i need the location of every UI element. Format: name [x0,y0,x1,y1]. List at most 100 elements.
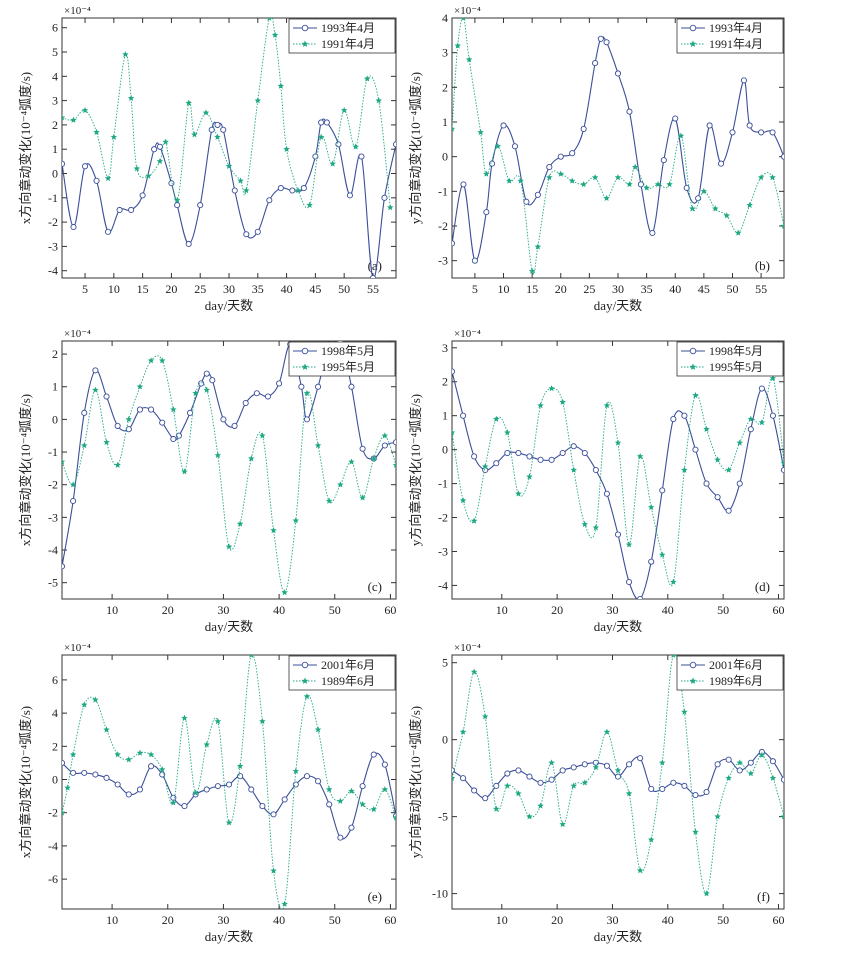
data-point-circle [392,439,396,446]
data-point-star [548,759,555,766]
data-point-star [248,455,255,462]
data-point-circle [303,773,310,780]
data-point-star [93,128,100,135]
data-point-star [647,503,655,511]
data-point-circle [70,769,77,776]
data-point-star [92,696,99,703]
data-point-circle [209,377,216,384]
y-tick-label: 5 [52,45,58,59]
data-point-circle [303,416,310,423]
data-point-star [270,527,277,534]
data-point-star [69,481,77,488]
y-tick-label: -2 [48,806,58,820]
data-point-star [103,726,110,733]
data-point-star [515,790,522,797]
y-tick-label: -4 [48,543,58,557]
data-point-star [281,900,288,907]
data-point-circle [746,122,753,129]
data-point-circle [460,412,467,419]
data-point-star [340,106,348,114]
y-tick-label: -5 [48,576,58,590]
data-point-circle [614,773,622,780]
data-point-circle [214,121,221,128]
data-point-star [337,481,344,488]
data-point-star [243,187,250,194]
data-point-star [758,751,766,758]
data-point-circle [270,811,277,818]
exponent-label: ×10⁻⁴ [454,5,481,17]
data-point-star [614,439,622,446]
data-point-star [392,461,396,468]
legend-box [288,655,396,691]
data-point-star [736,439,743,446]
data-point-star [191,131,198,138]
x-tick-label: 10 [496,913,508,927]
data-point-circle [125,791,132,798]
legend-label: 1998年5月 [709,344,763,358]
data-point-star [723,212,730,219]
data-point-circle [780,153,784,160]
data-point-star [125,415,133,423]
x-tick-label: 25 [583,282,595,296]
data-point-star [631,163,639,170]
plot-area [62,18,396,278]
data-point-circle [626,108,633,115]
data-point-star [202,109,210,116]
x-tick-label: 40 [662,603,674,617]
data-point-circle [81,769,88,776]
data-point-star [477,129,484,136]
y-tick-label: 2 [52,347,58,361]
y-tick-label: -1 [48,191,58,205]
y-tick-label: 6 [52,673,58,687]
plot-frame [451,340,785,600]
data-point-circle [570,764,577,771]
data-point-circle [758,129,765,136]
data-point-star [559,820,566,828]
y-tick-label: -2 [48,215,58,229]
series-line-primary [62,118,396,278]
data-point-circle [105,228,112,235]
data-point-circle [523,198,530,205]
data-point-circle [159,771,166,778]
data-point-star [570,782,577,789]
data-point-star [62,809,66,816]
plot-area [452,18,784,275]
x-tick-label: 35 [641,282,653,296]
data-point-star [370,805,377,813]
data-point-star [214,451,222,459]
data-point-circle [225,781,233,788]
data-point-circle [592,60,599,67]
data-point-star [359,801,366,808]
y-tick-label: 2 [442,375,448,389]
data-point-star [614,767,622,774]
data-point-circle [714,761,721,768]
data-point-star [703,425,710,433]
y-tick-label: 0 [442,733,448,747]
exponent-label: ×10⁻⁴ [64,642,91,654]
data-point-circle [81,163,89,170]
data-point-star [158,766,166,773]
x-tick-label: 20 [165,282,177,296]
data-point-star [136,383,144,390]
data-point-circle [534,191,541,198]
data-point-star [214,133,221,140]
legend-marker-star [301,677,309,684]
data-point-circle [159,419,166,426]
data-point-circle [659,785,666,792]
data-point-circle [242,400,249,407]
data-point-star [537,802,544,809]
x-tick-label: 5 [82,282,88,296]
data-point-star [769,374,777,382]
data-point-star [493,805,500,812]
data-point-star [254,97,262,104]
data-point-star [714,813,721,820]
data-point-star [568,177,576,184]
data-point-circle [277,185,284,192]
legend-marker-circle [301,661,309,669]
data-point-star [734,229,742,236]
data-point-star [203,386,210,393]
legend-marker-star [689,363,697,370]
data-point-star [114,461,121,468]
